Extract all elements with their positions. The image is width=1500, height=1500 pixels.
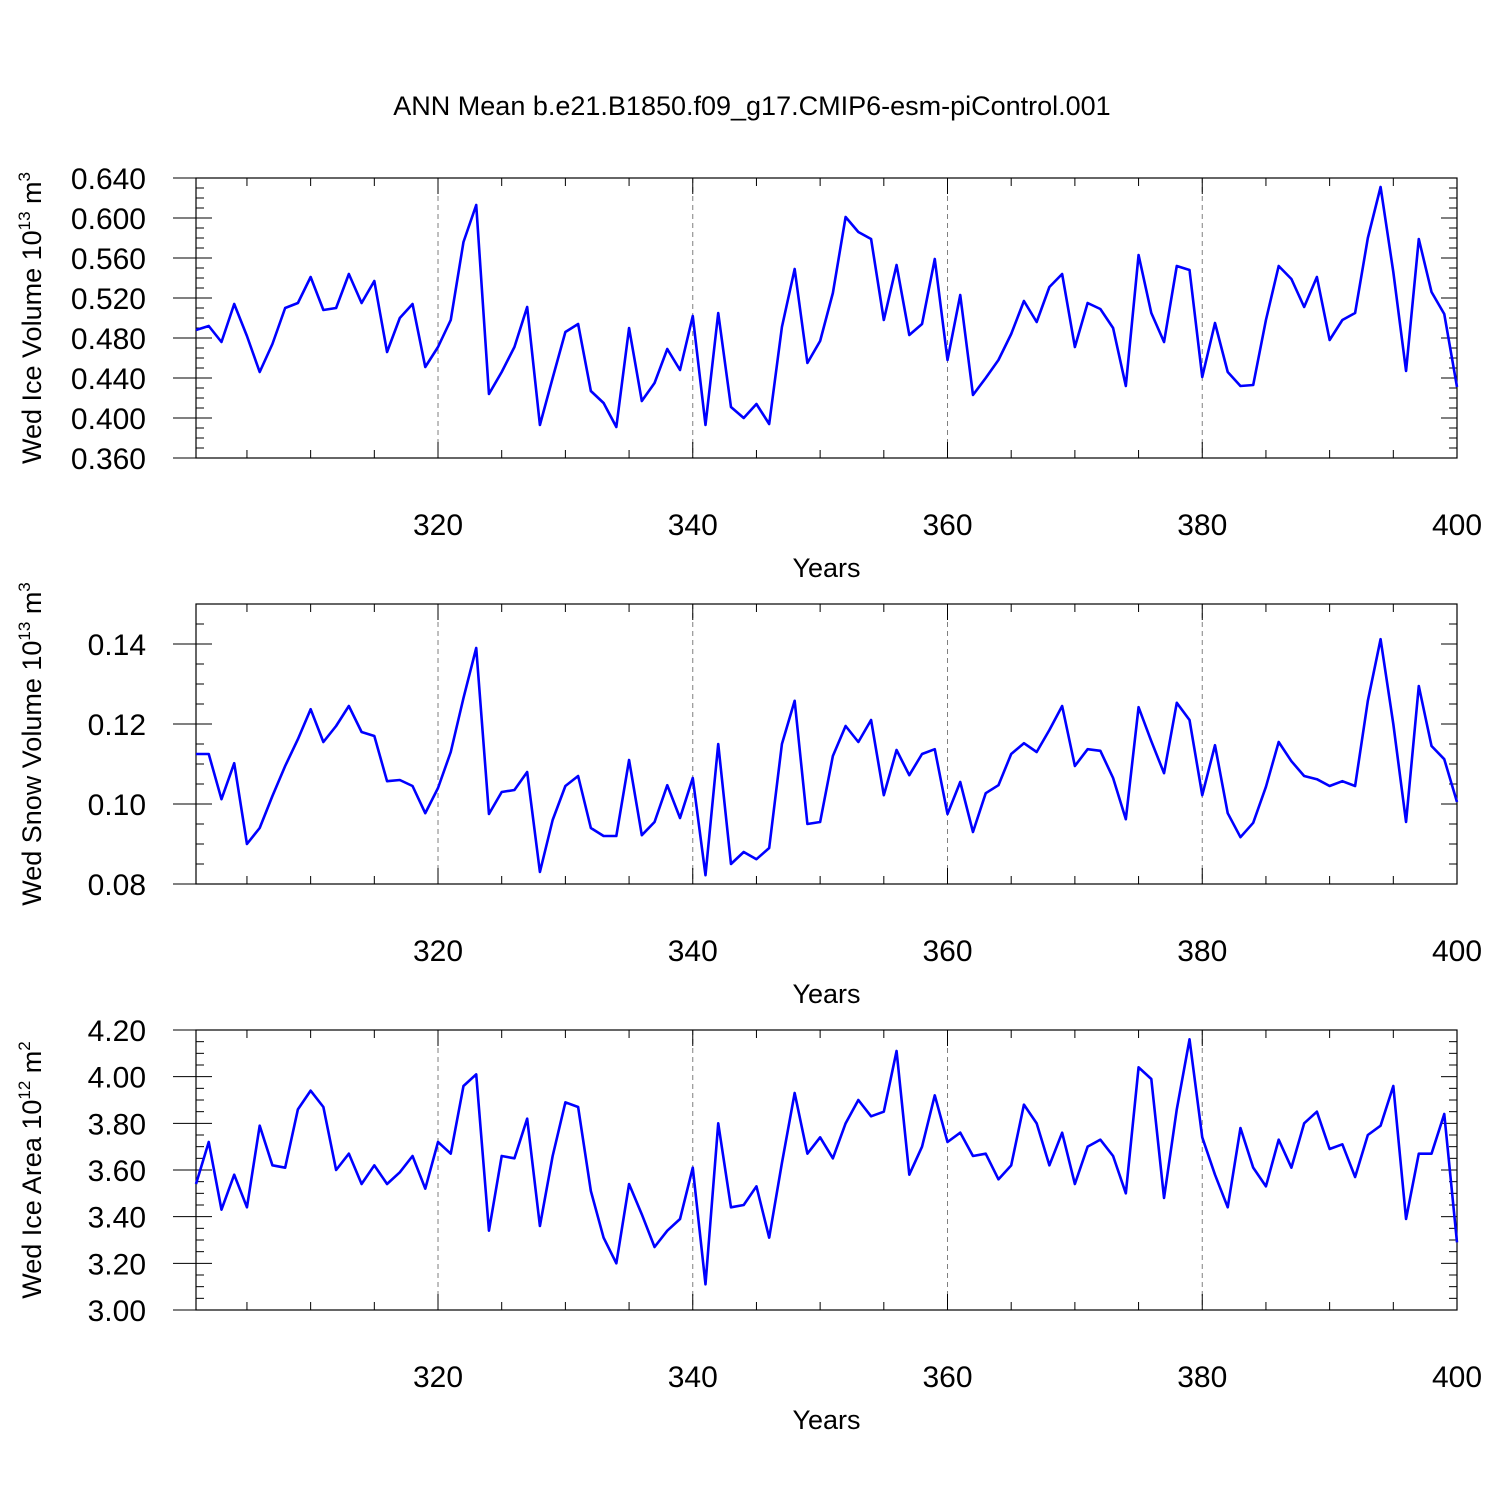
y-tick-label: 0.14 [88, 629, 146, 662]
y-tick-label: 0.600 [71, 203, 146, 236]
x-tick-label: 400 [1432, 935, 1482, 968]
y-axis-label: Wed Ice Area 1012 m2 [15, 1041, 47, 1299]
x-tick-label: 320 [413, 509, 463, 542]
chart-panel-1: 320 340 360 380 400 0.360 0.400 0.440 0.480 0.520… [15, 163, 1482, 583]
y-axis-label-unit-exponent: 3 [15, 172, 34, 181]
y-tick-label: 0.480 [71, 323, 146, 356]
x-tick-label: 340 [668, 1361, 718, 1394]
y-axis-label: Wed Ice Volume 1013 m3 [15, 172, 47, 464]
x-tick-label: 400 [1432, 1361, 1482, 1394]
series-line [194, 1038, 1459, 1286]
series-line [196, 637, 1459, 877]
y-tick-label: 0.640 [71, 163, 146, 196]
y-axis-label-unit-exponent: 2 [15, 1041, 34, 1050]
y-tick-label: 0.400 [71, 403, 146, 436]
y-tick-label: 0.08 [88, 869, 146, 902]
y-tick-label: 4.00 [88, 1062, 146, 1095]
y-tick-label: 0.560 [71, 243, 146, 276]
y-tick-label: 3.40 [88, 1202, 146, 1235]
x-tick-label: 380 [1177, 509, 1227, 542]
y-tick-label: 4.20 [88, 1015, 146, 1048]
plot-frame [195, 603, 1458, 885]
x-tick-label: 320 [413, 935, 463, 968]
series-line [195, 185, 1459, 429]
y-axis-label-text: Wed Ice Volume 10 [17, 230, 47, 464]
y-axis-label-text: Wed Snow Volume 10 [17, 641, 47, 906]
y-tick-label: 0.520 [71, 283, 146, 316]
y-tick-label: 3.00 [88, 1295, 146, 1328]
y-tick-label: 3.20 [88, 1248, 146, 1281]
x-tick-label: 380 [1177, 935, 1227, 968]
x-tick-label: 360 [922, 509, 972, 542]
y-axis-label-exponent: 12 [15, 1081, 34, 1100]
x-tick-label: 340 [668, 935, 718, 968]
x-tick-label: 320 [413, 1361, 463, 1394]
y-axis-label-unit: m [17, 181, 47, 211]
y-axis-label-exponent: 13 [15, 211, 34, 230]
chart-panel-3: 320 340 360 380 400 3.00 3.20 3.40 3.60 3.80 4.00 4… [15, 1015, 1482, 1435]
y-axis-label-unit: m [17, 1051, 47, 1081]
x-axis-label: Years [792, 553, 860, 583]
x-tick-label: 360 [922, 1361, 972, 1394]
y-axis-label-exponent: 13 [15, 622, 34, 641]
x-tick-label: 380 [1177, 1361, 1227, 1394]
x-tick-label: 360 [922, 935, 972, 968]
y-axis-label-unit: m [17, 592, 47, 622]
y-tick-label: 3.60 [88, 1155, 146, 1188]
chart-panel-2: 320 340 360 380 400 0.08 0.10 0.12 0.14 Years Wed … [15, 582, 1482, 1009]
y-tick-label: 0.360 [71, 443, 146, 476]
y-tick-label: 0.440 [71, 363, 146, 396]
y-tick-label: 3.80 [88, 1108, 146, 1141]
x-tick-label: 400 [1432, 509, 1482, 542]
plot-frame [195, 177, 1458, 459]
plot-frame [195, 1029, 1458, 1311]
x-tick-label: 340 [668, 509, 718, 542]
chart-title: ANN Mean b.e21.B1850.f09_g17.CMIP6-esm-p… [393, 91, 1110, 121]
y-axis-label: Wed Snow Volume 1013 m3 [15, 582, 47, 906]
x-axis-label: Years [792, 1405, 860, 1435]
y-tick-label: 0.10 [88, 789, 146, 822]
y-tick-label: 0.12 [88, 709, 146, 742]
y-axis-label-text: Wed Ice Area 10 [17, 1100, 47, 1299]
y-axis-label-unit-exponent: 3 [15, 582, 34, 591]
x-axis-label: Years [792, 979, 860, 1009]
panels: 320 340 360 380 400 0.360 0.400 0.440 0.480 0.520… [15, 163, 1482, 1435]
